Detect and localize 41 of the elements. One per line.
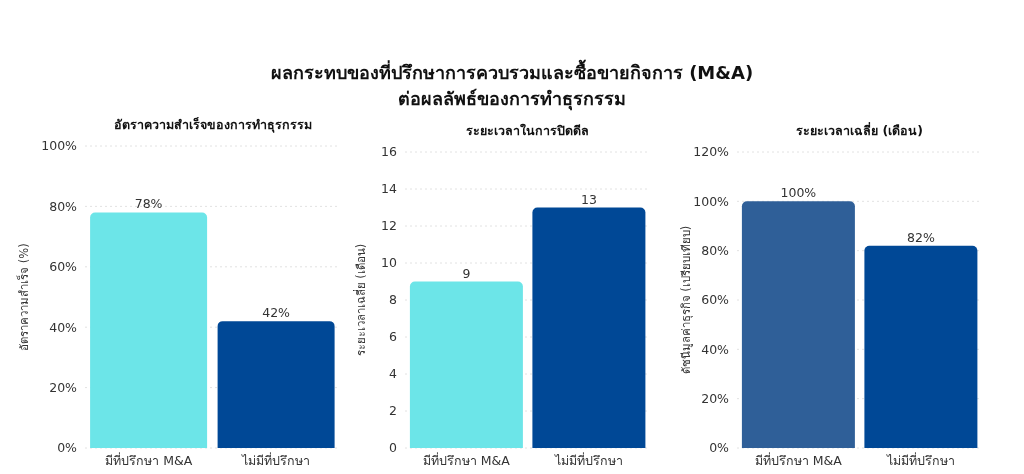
y-tick-label: 80% <box>49 198 78 214</box>
y-tick-label: 12 <box>381 218 397 234</box>
data-label: 9 <box>462 265 471 281</box>
chart-subtitle: อัตราความสำเร็จของการทำธุรกรรม <box>112 116 313 135</box>
y-tick-label: 40% <box>49 319 78 335</box>
x-tick-label: ไม่มีที่ปรึกษา <box>241 451 311 468</box>
data-label: 82% <box>907 229 935 245</box>
y-tick-label: 120% <box>693 144 730 160</box>
y-tick-label: 10 <box>381 255 398 271</box>
data-label: 100% <box>780 185 817 201</box>
y-tick-label: 0% <box>57 440 78 456</box>
y-tick-label: 0 <box>389 440 398 456</box>
y-tick-label: 60% <box>701 292 730 308</box>
y-tick-label: 16 <box>381 144 398 160</box>
y-axis-title: ดัชนีมูลค่าธุรกิจ (เปรียบเทียบ) <box>679 225 694 375</box>
chart-subtitle: ระยะเวลาในการปิดดีล <box>465 122 590 140</box>
x-tick-label: ไม่มีที่ปรึกษา <box>553 451 623 468</box>
y-tick-label: 40% <box>701 341 730 357</box>
y-tick-label: 100% <box>693 193 730 209</box>
x-tick-label: มีที่ปรึกษา M&A <box>754 451 843 468</box>
y-tick-label: 2 <box>389 403 397 419</box>
y-tick-label: 6 <box>389 329 398 345</box>
y-tick-label: 20% <box>49 380 78 396</box>
y-tick-label: 60% <box>49 259 78 275</box>
x-tick-label: ไม่มีที่ปรึกษา <box>885 451 955 468</box>
y-tick-label: 100% <box>41 138 78 154</box>
x-tick-label: มีที่ปรึกษา M&A <box>105 451 193 468</box>
y-tick-label: 80% <box>701 243 730 259</box>
data-label: 13 <box>580 191 597 207</box>
y-tick-label: 4 <box>389 366 398 382</box>
chart-subtitle: ระยะเวลาเฉลี่ย (เดือน) <box>795 121 924 140</box>
y-axis-title: ระยะเวลาเฉลี่ย (เดือน) <box>353 243 369 357</box>
y-axis-title: อัตราความสำเร็จ (%) <box>16 243 32 351</box>
data-label: 42% <box>262 305 291 321</box>
y-tick-label: 0% <box>709 440 730 456</box>
x-tick-label: มีที่ปรึกษา M&A <box>422 451 511 468</box>
y-tick-label: 8 <box>389 292 398 308</box>
y-tick-label: 20% <box>701 391 730 407</box>
data-label: 78% <box>134 196 163 212</box>
y-tick-label: 14 <box>381 181 398 197</box>
text: ผลกระทบของที่ปรึกษาการควบรวมและซื้อขายกิจการ (M&A) ต่อผลลัพธ์ของการทำธุรกรรม <box>269 60 755 112</box>
